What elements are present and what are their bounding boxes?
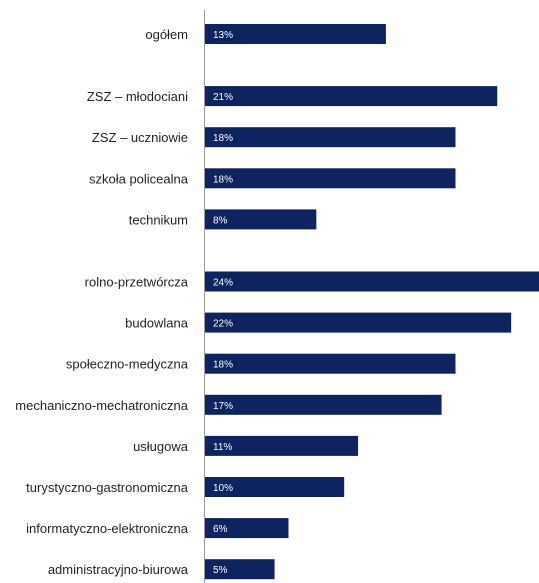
bar-value-label: 18% — [213, 174, 233, 185]
bar — [205, 86, 498, 107]
bar-value-label: 24% — [213, 278, 233, 289]
bar-value-label: 5% — [213, 565, 228, 576]
category-labels-group: ogółem ZSZ – młodociani ZSZ – uczniowie szk… — [15, 27, 188, 577]
bar-value-label: 17% — [213, 401, 233, 412]
bar — [205, 127, 456, 148]
bar — [205, 312, 512, 333]
category-label: ogółem — [145, 27, 188, 42]
bar-value-label: 10% — [213, 483, 233, 494]
bar — [205, 353, 456, 374]
category-label: społeczno-medyczna — [66, 357, 189, 372]
bar-value-label: 22% — [213, 319, 233, 330]
bar — [205, 271, 539, 292]
category-label: usługowa — [133, 439, 189, 454]
category-label: ZSZ – uczniowie — [92, 130, 188, 145]
bar-value-label: 21% — [213, 92, 233, 103]
category-label: budowlana — [125, 316, 189, 331]
bars-group: 13% 21% 18% 18% 8% 24% 22% 18% 17% 11% 10% 6% 5% — [205, 24, 539, 580]
category-label: informatyczno-elektroniczna — [26, 521, 189, 536]
bar — [205, 24, 386, 44]
bar-value-label: 6% — [213, 524, 228, 535]
bar — [205, 559, 275, 580]
bar — [205, 435, 359, 456]
category-label: technikum — [129, 212, 188, 227]
category-label: ZSZ – młodociani — [87, 89, 188, 104]
category-label: mechaniczno-mechatroniczna — [15, 398, 188, 413]
category-label: turystyczno-gastronomiczna — [26, 480, 189, 495]
category-label: szkoła policealna — [89, 171, 189, 186]
category-label: administracyjno-biurowa — [48, 562, 189, 577]
bar — [205, 168, 456, 189]
bar-value-label: 18% — [213, 360, 233, 371]
bar — [205, 477, 345, 497]
bar — [205, 518, 289, 539]
bar-value-label: 11% — [213, 442, 232, 453]
bar-value-label: 13% — [213, 30, 233, 41]
bar — [205, 394, 442, 415]
bar-value-label: 8% — [213, 215, 228, 226]
bar-value-label: 18% — [213, 133, 233, 144]
category-label: rolno-przetwórcza — [85, 275, 189, 290]
bar — [205, 209, 317, 230]
